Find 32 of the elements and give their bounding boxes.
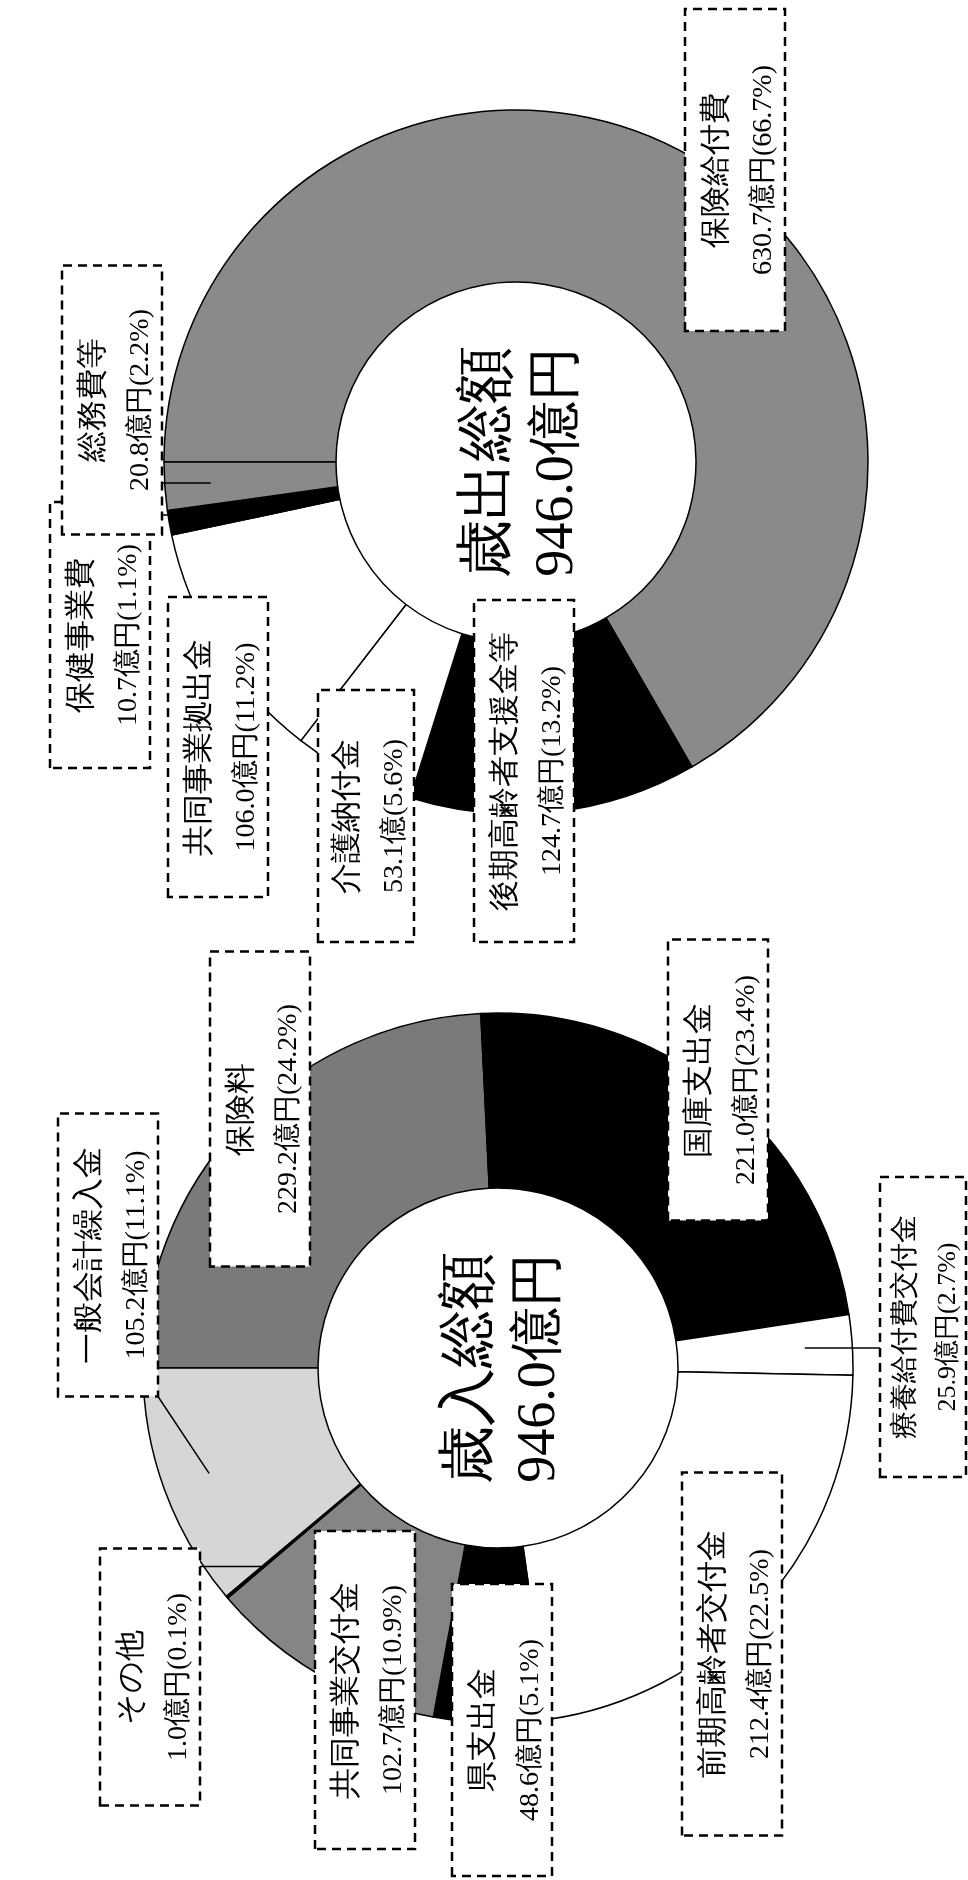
data-label: 212.4億円(22.5%) <box>743 1549 774 1759</box>
data-label: 20.8億円(2.2%) <box>123 309 154 491</box>
data-label: 229.2億円(24.2%) <box>271 1004 302 1214</box>
slice-label: 共同事業交付金 <box>327 1581 362 1799</box>
slice-label: その他 <box>112 1629 147 1725</box>
data-label: 106.0億円(11.2%) <box>229 642 260 852</box>
slice-label: 県支出金 <box>464 1668 499 1792</box>
data-label: 1.0億円(0.1%) <box>161 1593 192 1761</box>
slice-label: 後期高齢者支援金等 <box>486 631 521 911</box>
data-label: 48.6億円(5.1%) <box>513 1639 544 1821</box>
data-label: 102.7億円(10.9%) <box>376 1585 407 1795</box>
slice-label: 総務費等 <box>74 338 109 463</box>
data-label: 630.7億円(66.7%) <box>746 65 777 275</box>
slice-label: 介護納付金 <box>328 738 363 894</box>
data-label: 53.1億(5.6%) <box>377 739 408 893</box>
text: 946.0億円 <box>506 1253 566 1483</box>
text: 歳入総額 <box>434 1252 499 1484</box>
slice-label: 療養給付費交付金 <box>888 1215 919 1439</box>
text: 946.0億円 <box>524 347 584 577</box>
data-label: 221.0億円(23.4%) <box>729 975 760 1185</box>
slice-label: 前期高齢者交付金 <box>694 1530 729 1778</box>
slice-label: 保険料 <box>222 1062 257 1156</box>
slice-label: 共同事業拠出金 <box>180 638 215 856</box>
data-label: 124.7億円(13.2%) <box>535 666 566 876</box>
data-label: 25.9億円(2.7%) <box>932 1242 961 1412</box>
data-label: 105.2億円(11.1%) <box>119 1150 150 1360</box>
text: 歳出総額 <box>452 346 517 578</box>
slice-label: 国庫支出金 <box>680 1002 715 1158</box>
slice-label: 保険給付費 <box>697 92 732 248</box>
slice-label: 保健事業費 <box>62 557 97 713</box>
slice-label: 一般会計繰入金 <box>70 1146 105 1364</box>
data-label: 10.7億円(1.1%) <box>111 544 142 726</box>
